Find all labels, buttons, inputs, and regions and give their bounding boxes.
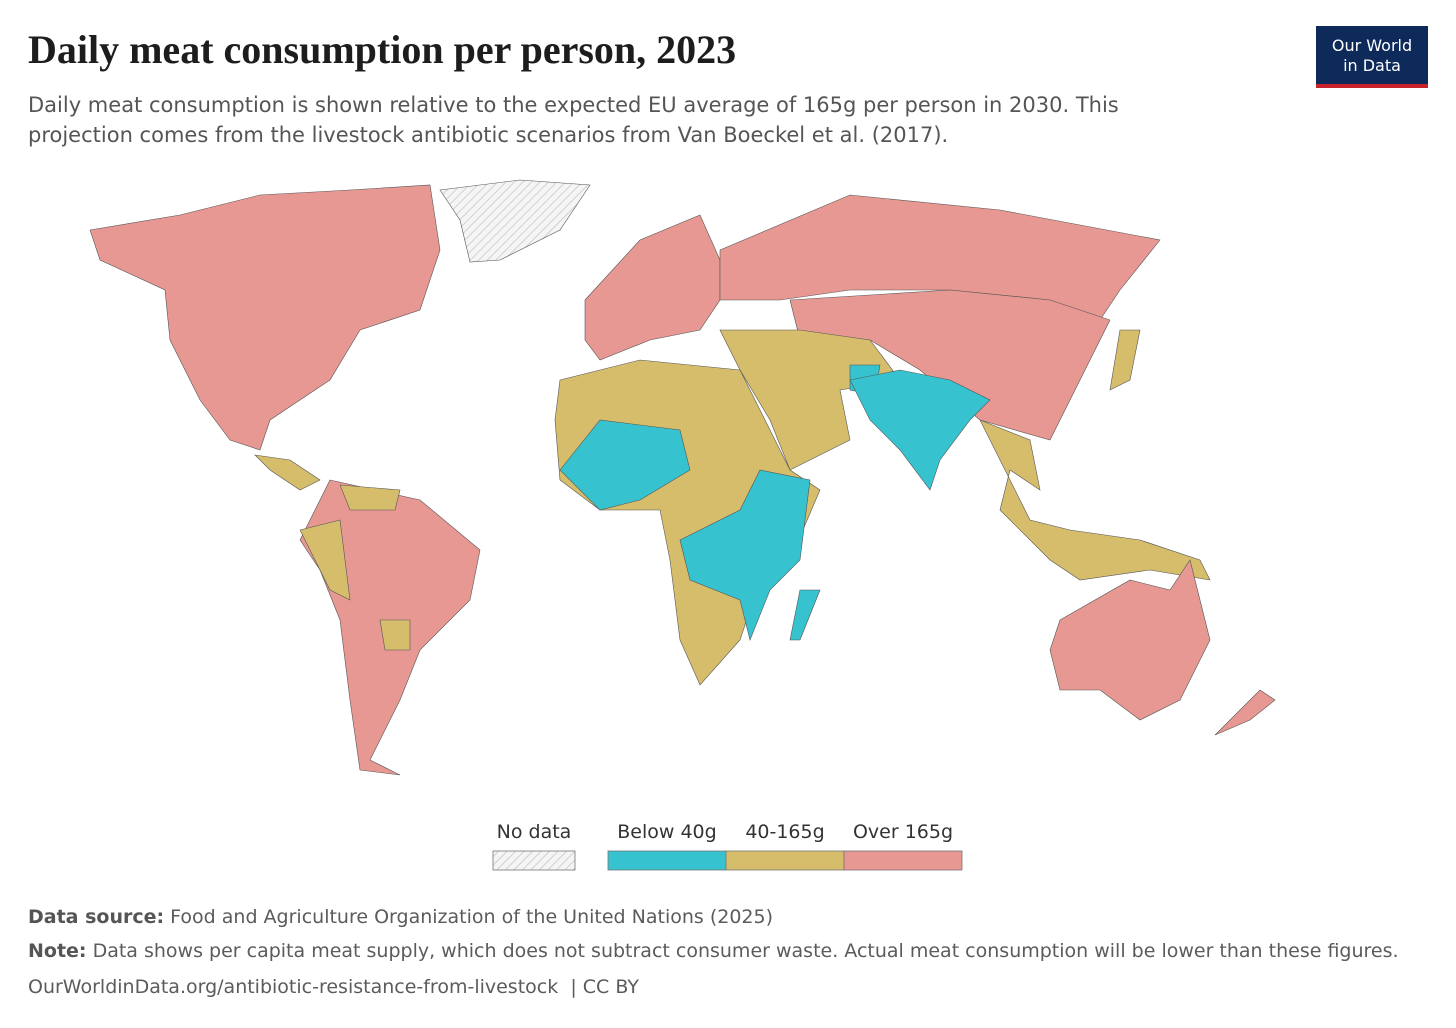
logo-line: Our World <box>1331 36 1413 55</box>
legend-swatch <box>725 850 845 871</box>
japan[interactable] <box>1109 329 1141 391</box>
bolivia[interactable] <box>379 619 411 651</box>
url-line: OurWorldinData.org/antibiotic-resistance… <box>28 976 639 998</box>
west-africa[interactable] <box>559 419 691 511</box>
legend: No data Below 40g 40-165g Over 165g <box>492 821 963 871</box>
note: Note: Data shows per capita meat supply,… <box>28 940 1399 962</box>
url[interactable]: OurWorldinData.org/antibiotic-resistance… <box>28 976 559 998</box>
central-america[interactable] <box>254 454 321 491</box>
legend-label: Over 165g <box>853 821 953 843</box>
australia[interactable] <box>1049 559 1211 721</box>
subtitle: Daily meat consumption is shown relative… <box>28 93 1119 147</box>
legend-label: No data <box>497 821 572 843</box>
legend-label: 40-165g <box>745 821 824 843</box>
note-label: Note: <box>28 940 87 962</box>
source-text: Food and Agriculture Organization of the… <box>170 906 774 928</box>
logo-line: in Data <box>1343 56 1401 75</box>
madagascar[interactable] <box>789 589 821 641</box>
north-america[interactable] <box>89 184 441 451</box>
legend-swatch <box>607 850 727 871</box>
india[interactable] <box>849 369 991 491</box>
peru[interactable] <box>299 519 351 601</box>
title: Daily meat consumption per person, 2023 <box>28 27 737 72</box>
legend-label: Below 40g <box>617 821 716 843</box>
greenland[interactable] <box>439 179 591 263</box>
source-label: Data source: <box>28 906 165 928</box>
new-zealand[interactable] <box>1214 689 1276 736</box>
legend-swatch <box>843 850 963 871</box>
world-map <box>89 179 1276 776</box>
europe[interactable] <box>584 214 721 361</box>
venezuela[interactable] <box>339 484 401 511</box>
license[interactable]: | CC BY <box>570 976 639 998</box>
east-africa[interactable] <box>679 469 811 641</box>
legend-swatch <box>492 850 576 871</box>
note-text: Data shows per capita meat supply, which… <box>92 940 1399 962</box>
source: Data source: Food and Agriculture Organi… <box>28 906 773 928</box>
southeast-asia[interactable] <box>979 419 1211 581</box>
logo[interactable]: Our World in Data <box>1316 26 1428 88</box>
